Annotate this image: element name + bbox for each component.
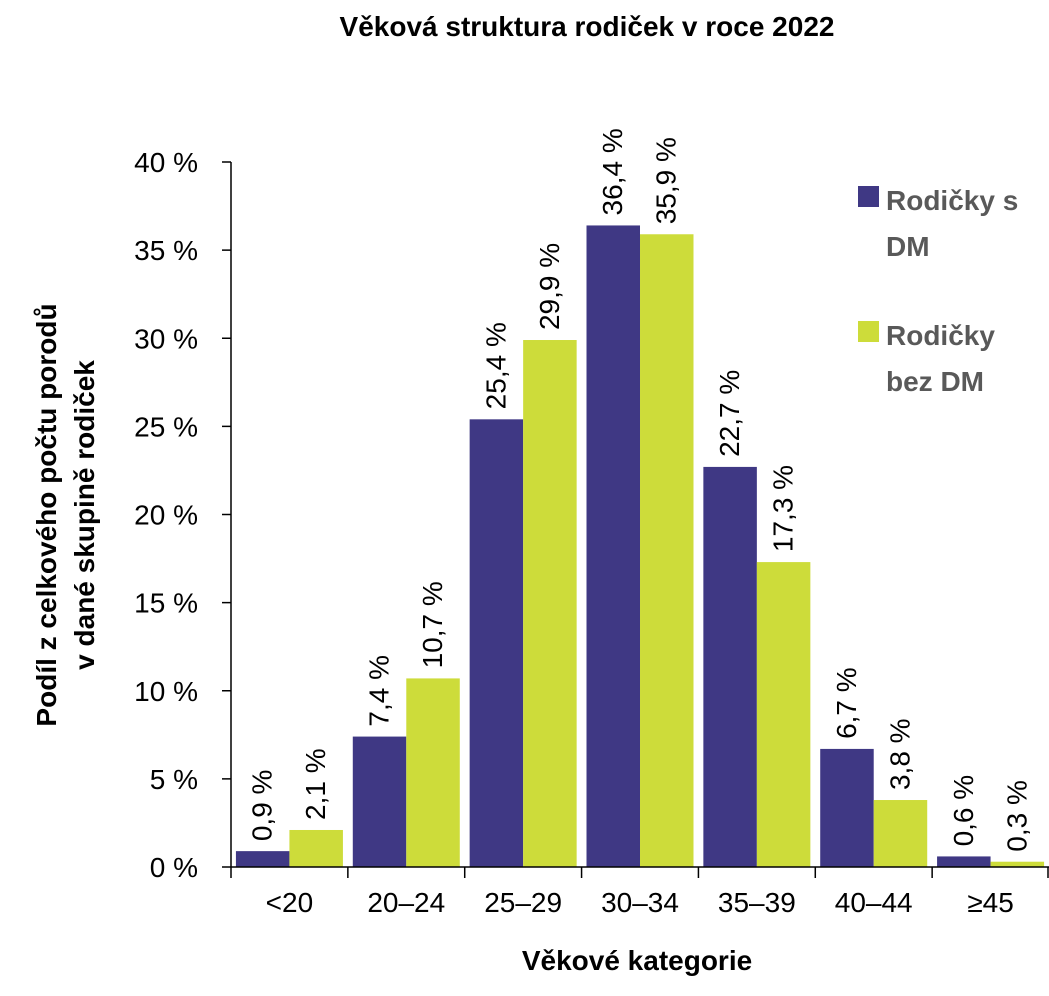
bar-s2-4 (756, 562, 811, 867)
y-tick-label-0: 0 % (150, 852, 198, 883)
y-tick-label-2: 10 % (134, 676, 198, 707)
x-tick-label-2: 25–29 (484, 887, 562, 918)
data-label-s1-6: 0,6 % (948, 775, 979, 847)
bar-s2-0 (289, 829, 343, 867)
data-label-s2-3: 35,9 % (651, 137, 682, 224)
plot-area: 0 % 5 % 10 % 15 % 20 % 25 % 30 % 35 % 40 % 0,9 % 7… (134, 128, 1049, 918)
legend: Rodičky s DM Rodičky bez DM (858, 185, 1018, 397)
x-tick-label-6: ≥45 (967, 887, 1014, 918)
y-tick-label-8: 40 % (134, 147, 198, 178)
data-label-s1-4: 22,7 % (714, 370, 745, 457)
y-axis-title: Podíl z celkového počtu porodů v dané sk… (31, 303, 100, 726)
bar-s1-0 (235, 851, 290, 867)
bar-s2-6 (990, 861, 1045, 867)
bar-s2-5 (873, 800, 928, 867)
data-label-s2-4: 17,3 % (768, 465, 799, 552)
bar-s1-4 (703, 466, 757, 867)
data-label-s1-5: 6,7 % (831, 667, 862, 739)
data-label-s2-6: 0,3 % (1001, 780, 1032, 852)
y-tick-label-7: 35 % (134, 235, 198, 266)
x-tick-label-3: 30–34 (601, 887, 679, 918)
bar-s1-1 (352, 736, 407, 867)
data-label-s2-2: 29,9 % (534, 243, 565, 330)
y-tick-label-4: 20 % (134, 500, 198, 531)
bar-s1-2 (469, 419, 524, 867)
bar-s1-3 (586, 225, 640, 867)
y-tick-label-6: 30 % (134, 323, 198, 354)
y-axis-title-line-1: Podíl z celkového počtu porodů (31, 303, 62, 726)
x-tick-label-1: 20–24 (367, 887, 445, 918)
data-label-s1-0: 0,9 % (247, 770, 278, 842)
legend-label-1-line-2: DM (886, 231, 930, 262)
legend-label-2-line-2: bez DM (886, 366, 984, 397)
bar-s2-3 (640, 234, 694, 867)
y-tick-label-1: 5 % (150, 764, 198, 795)
legend-swatch-2 (858, 321, 879, 342)
data-label-s2-1: 10,7 % (417, 581, 448, 668)
bar-s2-2 (523, 340, 577, 867)
legend-label-1-line-1: Rodičky s (886, 185, 1018, 216)
y-tick-label-5: 25 % (134, 411, 198, 442)
x-tick-label-0: <20 (266, 887, 314, 918)
data-label-s1-1: 7,4 % (364, 655, 395, 727)
x-axis-title: Věkové kategorie (522, 945, 752, 976)
x-tick-label-4: 35–39 (718, 887, 796, 918)
y-axis-title-line-2: v dané skupině rodiček (69, 360, 100, 670)
data-label-s2-5: 3,8 % (884, 718, 915, 790)
bar-s2-1 (406, 678, 460, 867)
data-label-s2-0: 2,1 % (300, 748, 331, 820)
bar-s1-6 (937, 856, 991, 867)
chart-title: Věková struktura rodiček v roce 2022 (340, 11, 835, 42)
x-tick-label-5: 40–44 (835, 887, 913, 918)
data-label-s1-2: 25,4 % (480, 322, 511, 409)
y-tick-label-3: 15 % (134, 588, 198, 619)
legend-swatch-1 (858, 186, 879, 207)
bar-s1-5 (820, 748, 874, 867)
data-label-s1-3: 36,4 % (597, 128, 628, 215)
legend-label-2-line-1: Rodičky (886, 320, 995, 351)
